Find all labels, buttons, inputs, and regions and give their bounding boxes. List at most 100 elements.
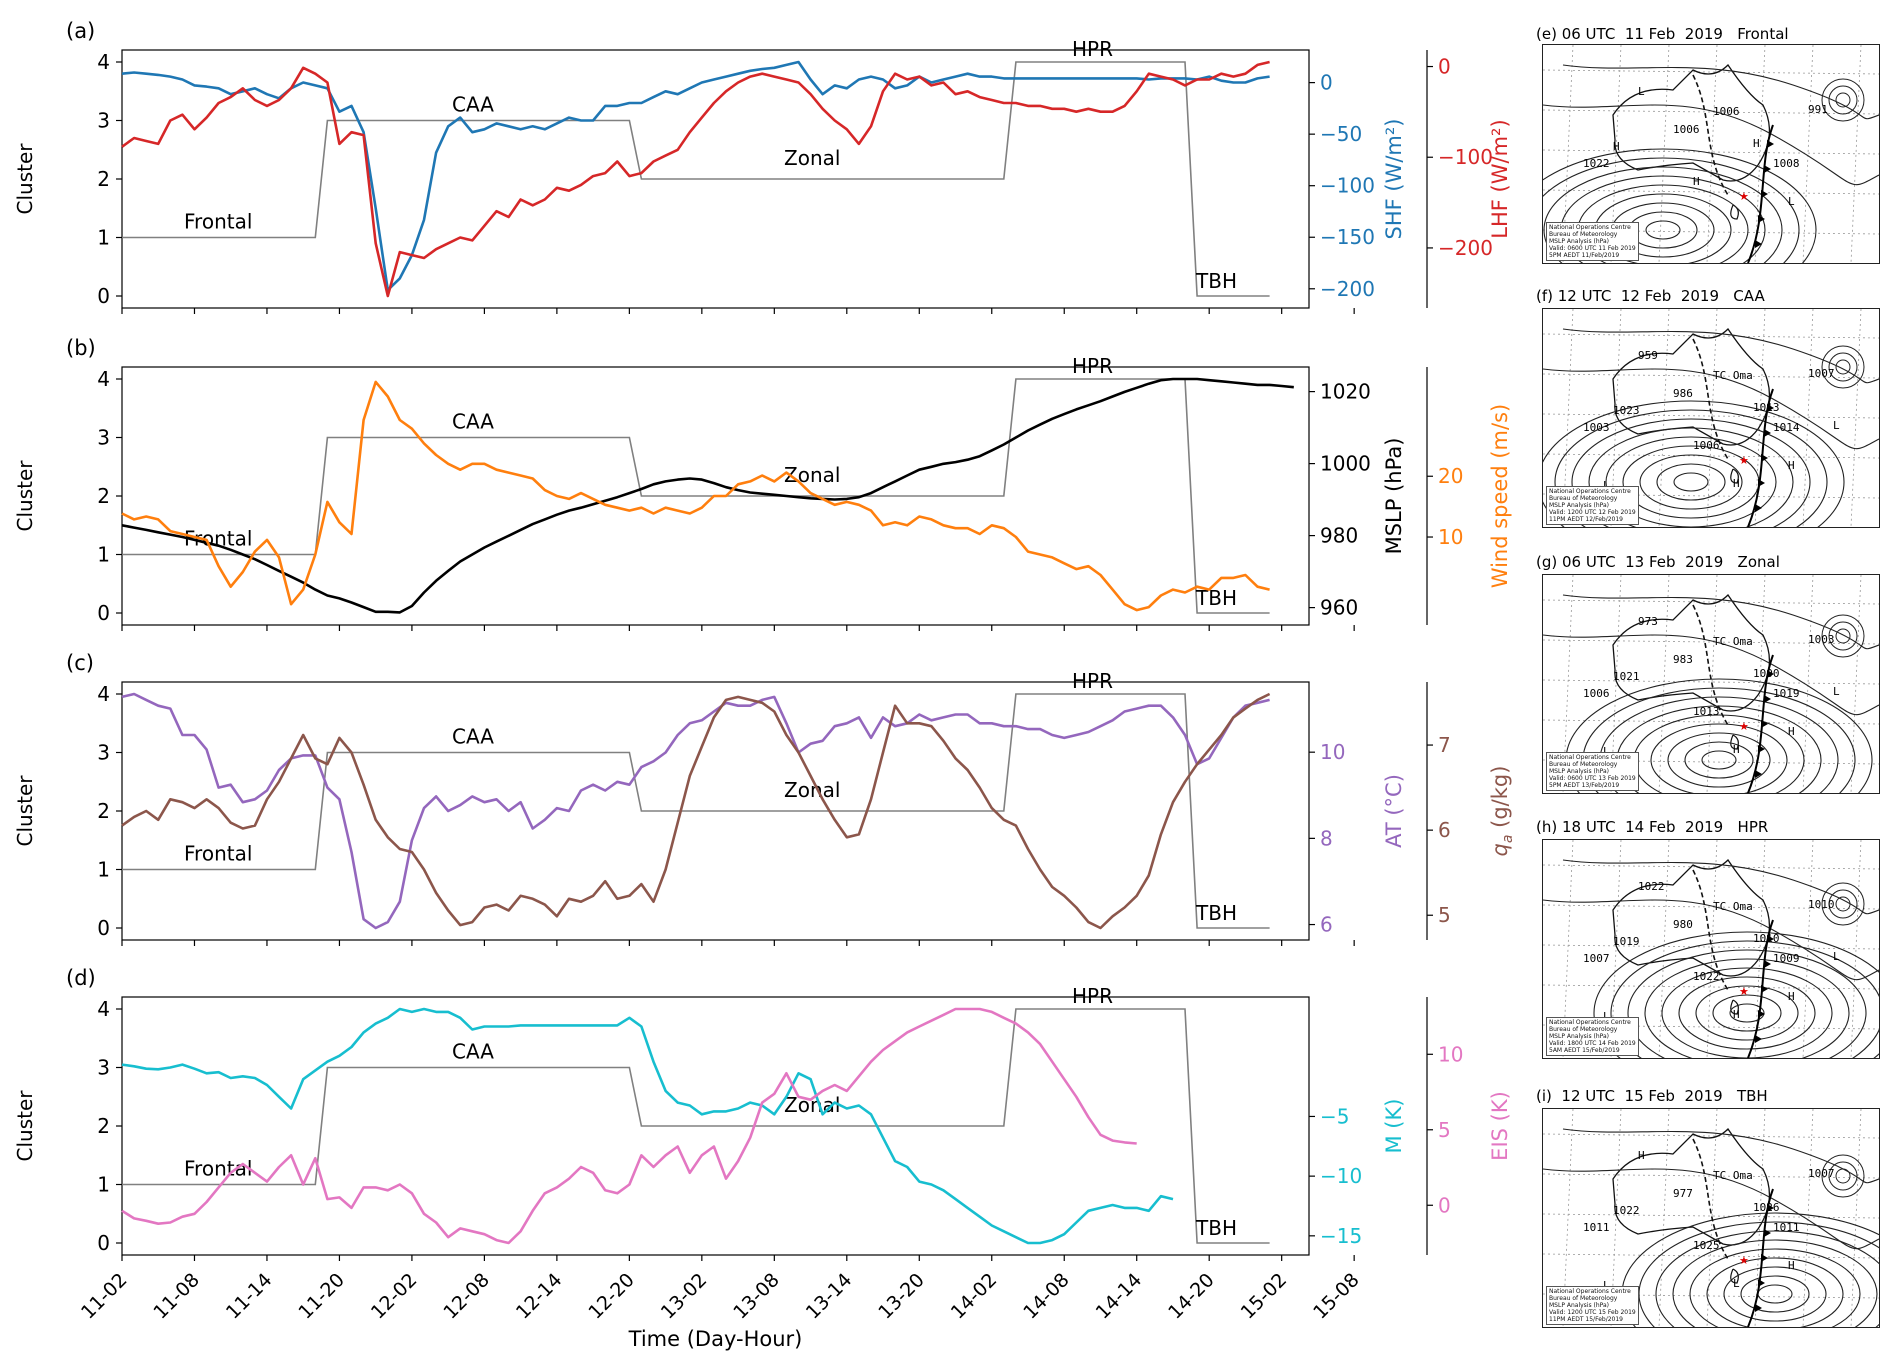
isobar (1543, 157, 1800, 263)
series-q_a (121, 692, 1271, 930)
map-pressure-label: 986 (1673, 387, 1693, 400)
map-pressure-label: 1006 (1713, 105, 1740, 118)
regime-label-hpr: HPR (1072, 37, 1113, 61)
isobar (1562, 328, 1879, 384)
series-lhf (121, 60, 1270, 298)
cluster-tick-label: 2 (97, 799, 110, 823)
cluster-tick-label: 2 (97, 484, 110, 508)
map-pressure-label: 1007 (1808, 1167, 1835, 1180)
cluster-tick-label: 4 (97, 997, 110, 1021)
cluster-tick-label: 3 (97, 426, 110, 450)
graticule-line (1850, 45, 1862, 263)
isobar (1593, 931, 1879, 1058)
cyclone-ring (1828, 85, 1858, 115)
map-pressure-label: 1007 (1583, 952, 1610, 965)
map-pressure-label: 1013 (1753, 401, 1780, 414)
map-footer-line: National Operations Centre (1549, 1288, 1631, 1295)
map-pressure-label: 1003 (1808, 633, 1835, 646)
map-pressure-label: 1007 (1808, 367, 1835, 380)
panel-0: (a) Cluster 0 1 2 3 4 Frontal CAA Zonal HPR TBH 0 −50… (13, 19, 1512, 314)
graticule-line (1543, 984, 1879, 990)
map-pressure-label: 1019 (1773, 687, 1800, 700)
map-pressure-label: TC Oma (1713, 369, 1753, 382)
regime-label-caa: CAA (452, 410, 494, 434)
cyclone-ring (1835, 92, 1851, 108)
graticule-line (1850, 309, 1862, 527)
isobar (1543, 1168, 1879, 1250)
graticule-line (1658, 309, 1670, 527)
x-tick-label: 11-02 (77, 1269, 132, 1324)
axis-tick-label: −5 (1320, 1104, 1349, 1128)
regime-label-caa: CAA (452, 1040, 494, 1064)
map-footer-line: 5PM AEDT 11/Feb/2019 (1549, 252, 1620, 259)
map-pressure-label: L (1603, 479, 1610, 492)
graticule-line (1658, 840, 1670, 1058)
cluster-tick-label: 1 (97, 858, 110, 882)
isobar (1610, 940, 1879, 1058)
isobar (1701, 750, 1737, 770)
series-shf (121, 60, 1270, 292)
isobar (1650, 723, 1788, 793)
panel-2: (c) Cluster 0 1 2 3 4 Frontal CAA Zonal HPR TBH 6 8 10… (13, 651, 1516, 946)
axis-tick-label: 0 (1438, 1193, 1451, 1217)
map-pressure-label: 1003 (1583, 421, 1610, 434)
front-barb (1761, 720, 1768, 728)
map-footer-line: MSLP Analysis (hPa) (1549, 1033, 1609, 1040)
map-pressure-label: H (1788, 1259, 1795, 1272)
map-footer-line: National Operations Centre (1549, 224, 1631, 231)
map-pressure-label: 1013 (1693, 705, 1720, 718)
front-barb (1764, 1229, 1771, 1237)
map-pressure-label: L (1733, 1277, 1740, 1290)
map-footer-line: 5AM AEDT 15/Feb/2019 (1549, 1047, 1620, 1054)
front-barb (1764, 429, 1771, 437)
cluster-tick-label: 2 (97, 1114, 110, 1138)
axis-tick-label: 1020 (1320, 380, 1371, 404)
map-footer-line: MSLP Analysis (hPa) (1549, 768, 1609, 775)
map-pressure-label: L (1788, 195, 1795, 208)
map-footer-line: Valid: 1200 UTC 12 Feb 2019 (1549, 509, 1636, 516)
isobar (1562, 594, 1879, 650)
map-pressure-label: 1021 (1613, 670, 1640, 683)
axis-tick-label: −100 (1320, 174, 1375, 198)
axis-tick-label: 10 (1438, 525, 1463, 549)
isobar (1543, 634, 1879, 716)
map-pressure-label: H (1733, 743, 1740, 756)
map-pressure-label: 1000 (1753, 667, 1780, 680)
cluster-step-line (122, 693, 1270, 929)
map-pressure-label: L (1638, 85, 1645, 98)
front-barb (1761, 190, 1768, 198)
x-tick-label: 11-08 (149, 1269, 204, 1324)
series-wind-speed (121, 380, 1270, 612)
axis-title: LHF (W/m²) (1488, 119, 1512, 238)
graticule-line (1706, 575, 1718, 793)
tasmania-coastline (1730, 734, 1739, 750)
regime-label-zonal: Zonal (784, 778, 840, 802)
map-pressure-label: 1023 (1613, 404, 1640, 417)
map-pressure-label: 1011 (1773, 1221, 1800, 1234)
map-pressure-label: 980 (1673, 918, 1693, 931)
isobar (1661, 967, 1833, 1058)
map-footer-legend: National Operations Centre Bureau of Mete… (1546, 222, 1639, 261)
x-tick-label: 13-08 (729, 1269, 784, 1324)
graticule-line (1754, 575, 1766, 793)
graticule-line (1754, 45, 1766, 263)
map-pressure-label: 1022 (1693, 970, 1720, 983)
map-footer-line: MSLP Analysis (hPa) (1549, 238, 1609, 245)
axis-tick-label: 6 (1438, 818, 1451, 842)
front-barb (1755, 240, 1762, 248)
graticule-line (1706, 45, 1718, 263)
map-pressure-label: H (1693, 175, 1700, 188)
regime-label-caa: CAA (452, 725, 494, 749)
cyclone-ring (1828, 889, 1858, 919)
map-footer-legend: National Operations Centre Bureau of Mete… (1546, 752, 1639, 791)
map-pressure-label: L (1603, 745, 1610, 758)
graticule-line (1754, 840, 1766, 1058)
regime-label-zonal: Zonal (784, 146, 840, 170)
map-pressure-label: 1022 (1583, 157, 1610, 170)
cyclone-ring (1821, 614, 1865, 658)
map-pressure-label: 1010 (1753, 932, 1780, 945)
isobar (1712, 994, 1782, 1032)
isobar (1729, 1003, 1765, 1023)
x-tick-label: 15-08 (1309, 1269, 1364, 1324)
front-barb (1764, 960, 1771, 968)
